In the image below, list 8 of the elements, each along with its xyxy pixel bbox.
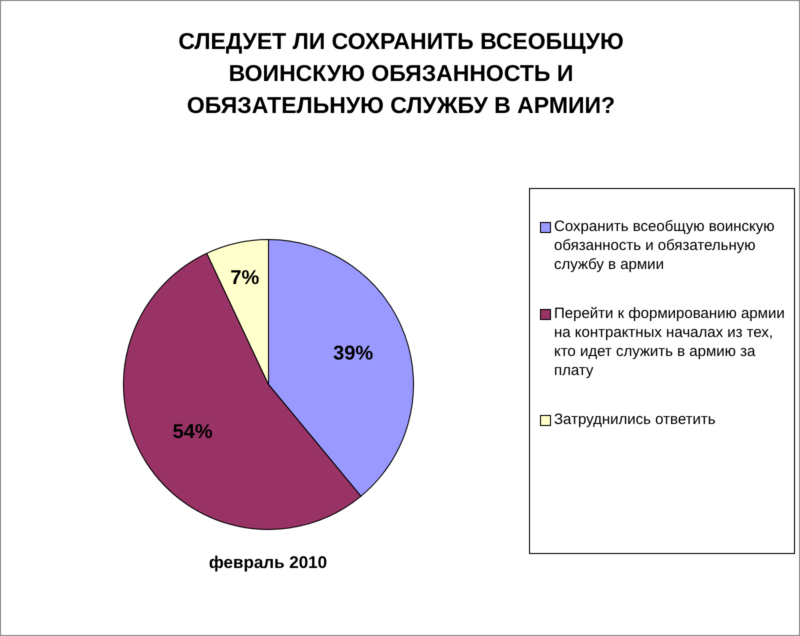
data-label: 7% bbox=[230, 266, 260, 289]
data-label: 54% bbox=[172, 421, 213, 444]
text: февраль 2010 bbox=[208, 553, 328, 573]
chart-title: СЛЕДУЕТ ЛИ СОХРАНИТЬ ВСЕОБЩУЮ ВОИНСКУЮ ОБЯЗАННОСТЬ И ОБЯЗАТЕЛЬНУЮ СЛУЖБУ В АРМИИ? bbox=[177, 27, 625, 120]
legend-label: Сохранить всеобщую воинскую обязанность и обязательную службу в армии bbox=[554, 217, 776, 274]
data-label: 39% bbox=[333, 342, 374, 365]
legend-label: Перейти к формированию армии на контрактных началах из тех, кто идет служить в армию за плату bbox=[554, 304, 786, 380]
legend-label: Затруднились ответить bbox=[554, 410, 716, 429]
